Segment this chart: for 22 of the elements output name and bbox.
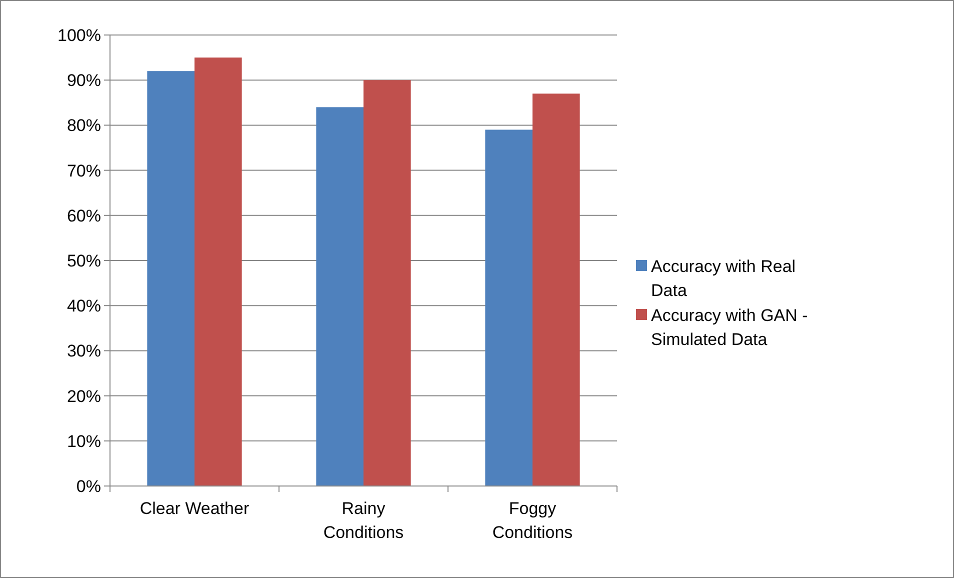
legend-label: Accuracy with GAN - Simulated Data bbox=[651, 306, 808, 349]
y-tick-label: 50% bbox=[66, 251, 101, 270]
y-tick-label: 90% bbox=[66, 71, 101, 90]
y-tick-label: 40% bbox=[66, 296, 101, 316]
y-tick-label: 60% bbox=[66, 206, 101, 226]
y-tick-label: 10% bbox=[66, 432, 101, 451]
x-tick-label: Rainy Conditions bbox=[323, 499, 404, 542]
y-tick-label: 70% bbox=[66, 161, 101, 180]
bar bbox=[147, 71, 194, 486]
y-tick-label: 30% bbox=[66, 342, 101, 361]
legend-label: Accuracy with Real Data bbox=[651, 256, 796, 300]
bar bbox=[532, 94, 580, 486]
y-tick-label: 100% bbox=[58, 26, 101, 45]
x-tick-label: Clear Weather bbox=[140, 499, 250, 518]
bar bbox=[194, 58, 242, 486]
bar bbox=[485, 130, 532, 486]
x-tick-label: Foggy Conditions bbox=[492, 499, 573, 542]
y-tick-label: 0% bbox=[76, 476, 101, 496]
bar bbox=[316, 107, 364, 486]
y-tick-label: 80% bbox=[66, 116, 101, 136]
bar bbox=[364, 80, 411, 486]
y-tick-label: 20% bbox=[66, 386, 101, 406]
